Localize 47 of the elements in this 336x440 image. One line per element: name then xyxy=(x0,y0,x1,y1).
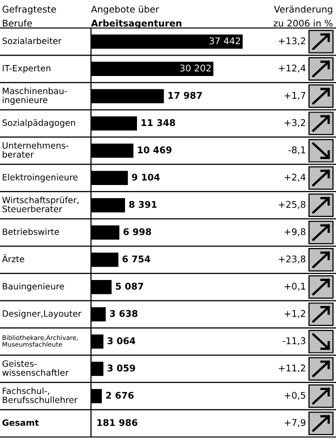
y-tick-label: Ärzte xyxy=(2,254,24,262)
data-label: 9 104 xyxy=(132,174,160,181)
data-label: 37 442 xyxy=(210,37,240,44)
y-tick-label: Gesamt xyxy=(2,419,39,426)
y-tick-label: Maschinenbau- ingenieure xyxy=(2,88,67,105)
y-tick-label: Sozialarbeiter xyxy=(2,37,62,44)
data-label: 6 998 xyxy=(124,228,152,236)
data-label: 3 064 xyxy=(108,337,136,344)
y-tick-label: Betriebswirte xyxy=(2,228,59,235)
y-tick-label: Wirtschaftsprüfer, Steuerberater xyxy=(2,196,79,212)
y-tick-label: Unternehmens- berater xyxy=(2,142,68,158)
y-tick-label: IT-Experten xyxy=(2,65,50,74)
data-label: 17 987 xyxy=(168,92,202,99)
text: +25,8 xyxy=(278,200,306,209)
y-tick-label: Elektroingenieure xyxy=(2,174,78,182)
text: +0,5 xyxy=(284,392,306,400)
text: -8,1 xyxy=(288,146,306,154)
data-label: 8 391 xyxy=(129,200,157,208)
y-tick-label: Sozialpädagogen xyxy=(2,119,76,128)
text: +9,8 xyxy=(284,228,306,236)
text: +1,7 xyxy=(284,92,306,100)
data-label: 3 638 xyxy=(110,310,138,317)
y-tick-label: Fachschul-, Berufsschullehrer xyxy=(2,387,78,404)
chart-title: Angebote über Arbeitsagenturen xyxy=(91,6,182,28)
text: +13,2 xyxy=(278,37,306,46)
text: +0,1 xyxy=(284,282,306,291)
y-tick-label: Bauingenieure xyxy=(2,282,64,292)
y-axis-title: Gefragteste Berufe xyxy=(2,6,56,27)
data-label: 3 059 xyxy=(108,364,136,372)
text: 181 986 xyxy=(97,419,138,426)
text: +2,4 xyxy=(284,174,306,182)
text: +1,2 xyxy=(284,310,306,318)
text: Veränderung zu 2006 in % xyxy=(274,6,332,27)
text: +11,2 xyxy=(278,364,306,372)
text: +12,4 xyxy=(278,64,306,72)
text: -11,3 xyxy=(282,337,306,346)
data-label: 30 202 xyxy=(180,64,211,72)
data-label: 5 087 xyxy=(116,282,144,290)
data-label: 10 469 xyxy=(138,146,172,154)
text: +3,2 xyxy=(284,119,306,128)
data-label: 11 348 xyxy=(142,119,176,126)
y-tick-label: Geistes- wissenschaftler xyxy=(2,360,69,376)
y-tick-label: Designer,Layouter xyxy=(2,310,82,318)
data-label: 6 754 xyxy=(122,256,150,262)
text: +23,8 xyxy=(278,255,306,264)
data-label: 2 676 xyxy=(106,392,134,399)
text: +7,9 xyxy=(284,419,306,427)
